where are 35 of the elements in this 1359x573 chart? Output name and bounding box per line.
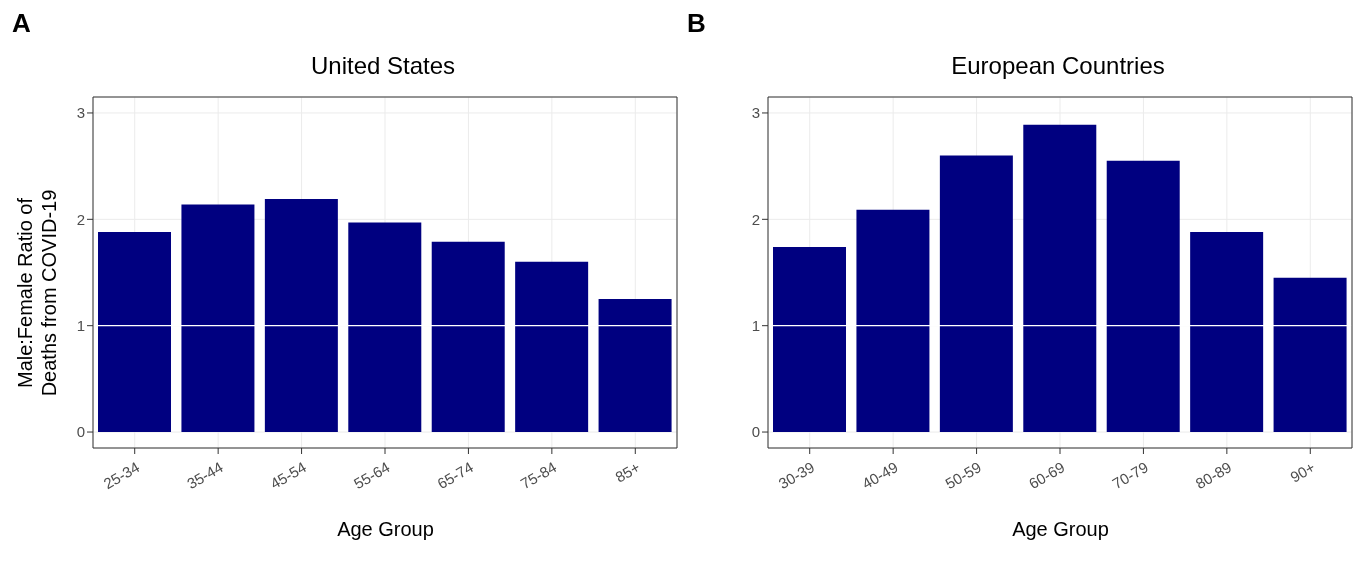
x-tick-label: 85+ (612, 458, 643, 486)
bar (1023, 124, 1097, 433)
x-axis-title: Age Group (336, 518, 435, 541)
bar (1190, 232, 1264, 433)
bar (181, 204, 255, 433)
bar (431, 241, 505, 433)
y-tick-label: 1 (751, 317, 760, 335)
x-axis-title: Age Group (1011, 518, 1110, 541)
x-tick-label: 45-54 (267, 458, 310, 493)
bar (98, 232, 172, 433)
x-tick-label: 70-79 (1109, 458, 1151, 493)
bar (939, 155, 1013, 433)
bar (348, 222, 422, 433)
y-tick-label: 1 (76, 317, 85, 335)
y-axis-title: Male:Female Ratio of Deaths from COVID-19 (14, 189, 60, 397)
x-tick-label: 40-49 (858, 458, 901, 493)
chart-title: United States (309, 52, 457, 80)
bar (264, 199, 338, 433)
y-tick-label: 2 (751, 210, 760, 228)
bar (1106, 160, 1180, 433)
bar (598, 299, 672, 433)
text: A (12, 8, 31, 39)
bar (1273, 277, 1347, 433)
bar (773, 246, 847, 433)
text: B (687, 8, 706, 39)
bar (515, 261, 589, 433)
x-tick-label: 90+ (1287, 458, 1318, 486)
bar (856, 209, 930, 433)
chart-title: European Countries (950, 52, 1166, 80)
y-tick-label: 2 (76, 210, 85, 228)
y-tick-label: 3 (751, 104, 760, 122)
y-tick-label: 0 (76, 423, 85, 441)
y-tick-label: 3 (76, 104, 85, 122)
y-tick-label: 0 (751, 423, 760, 441)
x-tick-label: 60-69 (1025, 458, 1068, 493)
